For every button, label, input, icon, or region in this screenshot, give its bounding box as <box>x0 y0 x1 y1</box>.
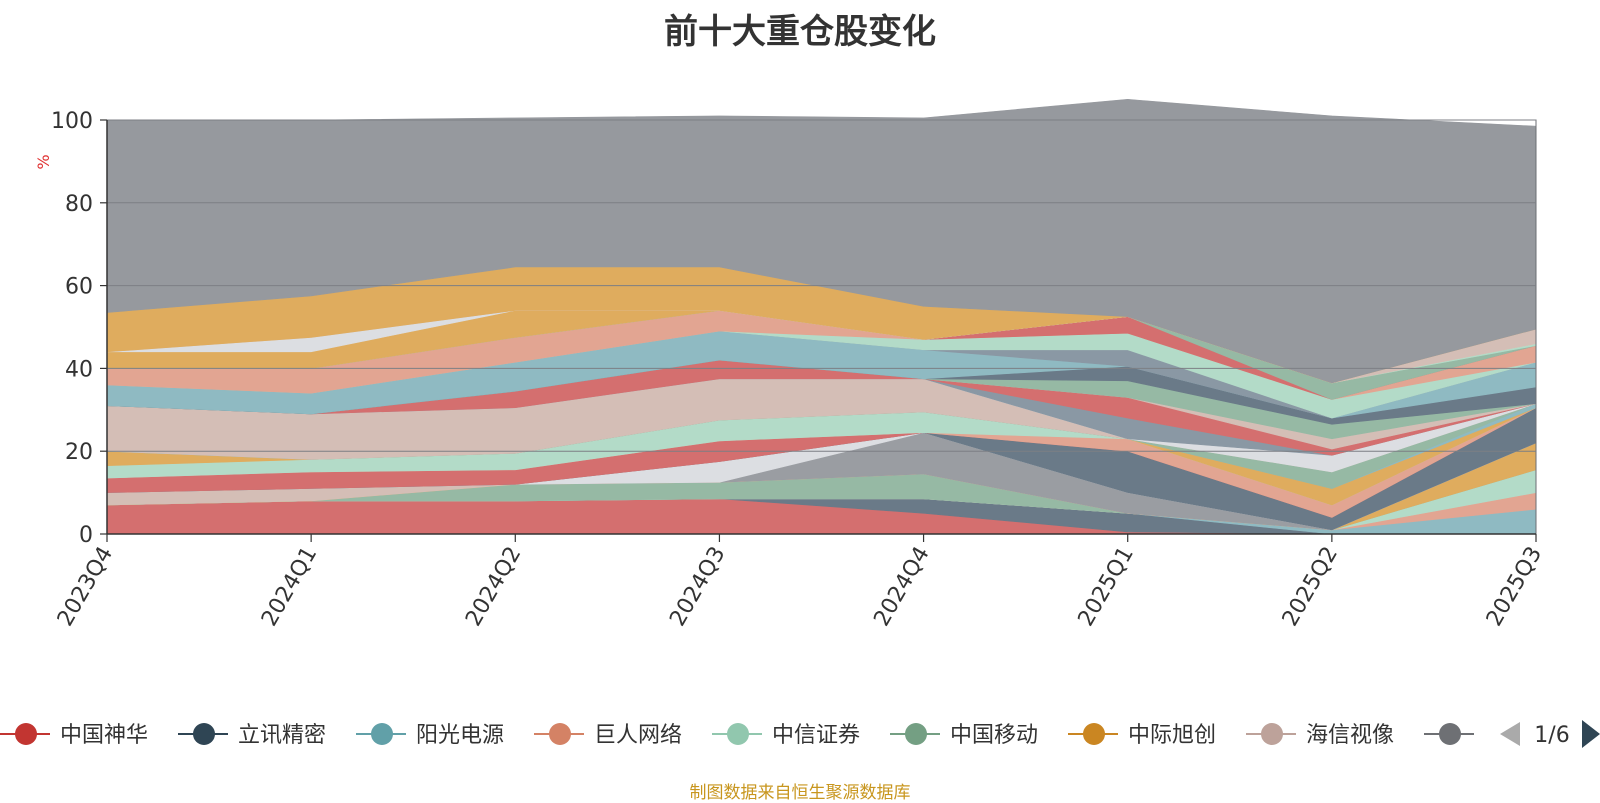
legend-item[interactable]: 中际旭创 <box>1068 723 1216 748</box>
data-source-note: 制图数据来自恒生聚源数据库 <box>689 783 911 803</box>
legend-item[interactable]: 中国神华 <box>0 723 148 748</box>
area-layers <box>106 98 1537 535</box>
legend-label: 巨人网络 <box>594 723 682 748</box>
y-tick-label: 80 <box>65 192 93 217</box>
legend-label: 中国神华 <box>60 723 148 748</box>
legend-marker <box>15 723 37 745</box>
x-tick-label: 2024Q2 <box>461 543 526 631</box>
legend-marker <box>193 723 215 745</box>
legend-label: 中国移动 <box>950 723 1038 748</box>
legend-marker <box>549 723 571 745</box>
x-tick-label: 2024Q3 <box>665 543 730 631</box>
x-tick-label: 2025Q1 <box>1074 543 1139 631</box>
x-tick-label: 2025Q3 <box>1482 543 1547 631</box>
legend-item[interactable]: 阳光电源 <box>356 723 504 748</box>
y-tick-label: 40 <box>65 357 93 382</box>
x-tick-label: 2025Q2 <box>1278 543 1343 631</box>
y-tick-label: 100 <box>51 109 93 134</box>
legend-item[interactable]: 中国移动 <box>890 723 1038 748</box>
y-tick-label: 60 <box>65 275 93 300</box>
y-tick-label: 0 <box>79 523 93 548</box>
legend-label: 中际旭创 <box>1128 723 1216 748</box>
x-tick-label: 2024Q1 <box>257 543 322 631</box>
x-tick-label: 2023Q4 <box>53 543 118 631</box>
legend-item[interactable]: 氵 <box>1424 723 1506 748</box>
legend-label: 立讯精密 <box>238 723 326 748</box>
legend-item[interactable]: 海信视像 <box>1246 723 1394 748</box>
y-tick-label: 20 <box>65 440 93 465</box>
legend-marker <box>1261 723 1283 745</box>
legend-marker <box>727 723 749 745</box>
legend-prev-arrow-icon[interactable] <box>1500 722 1520 746</box>
chart-title: 前十大重仓股变化 <box>664 12 936 52</box>
legend-label: 阳光电源 <box>416 723 504 748</box>
legend-page-indicator: 1/6 <box>1534 723 1569 748</box>
legend-item[interactable]: 中信证券 <box>712 723 860 748</box>
x-tick-label: 2024Q4 <box>869 543 934 631</box>
legend-marker <box>1083 723 1105 745</box>
legend-item[interactable]: 立讯精密 <box>178 723 326 748</box>
legend-marker <box>1439 723 1461 745</box>
y-axis-label: % <box>34 154 53 169</box>
legend-items: 中国神华 立讯精密 阳光电源 巨人网络 中信证券 中国移动 中际旭创 海信视像 氵 <box>0 723 1506 748</box>
legend-label: 中信证券 <box>772 723 860 748</box>
legend-label: 海信视像 <box>1306 723 1394 748</box>
legend-marker <box>371 723 393 745</box>
legend-marker <box>905 723 927 745</box>
legend-next-arrow-icon[interactable] <box>1582 720 1600 748</box>
legend: 中国神华 立讯精密 阳光电源 巨人网络 中信证券 中国移动 中际旭创 海信视像 氵 1/6 <box>0 720 1600 748</box>
legend-item[interactable]: 巨人网络 <box>534 723 682 748</box>
